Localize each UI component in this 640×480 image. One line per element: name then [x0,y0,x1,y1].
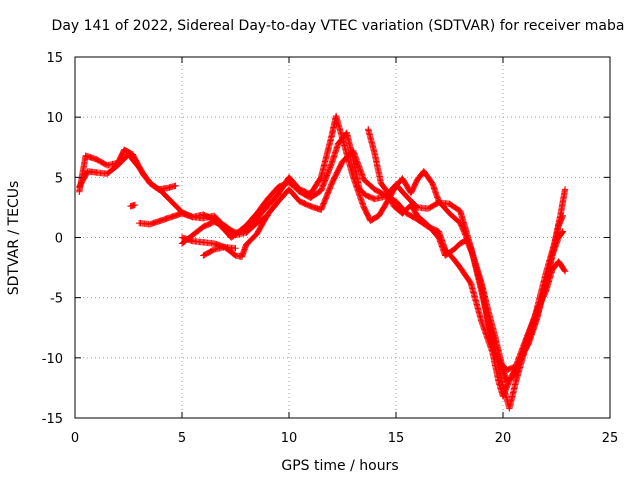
y-tick-label: -15 [42,412,63,427]
x-tick-label: 15 [388,431,405,446]
y-tick-label: 10 [46,111,63,126]
data-mark-track-6 [200,243,239,259]
data-layer [76,112,569,412]
x-axis-title: GPS time / hours [281,458,398,474]
series-track-7 [365,126,569,374]
y-tick-label: -5 [50,292,63,307]
data-mark-track-7 [365,126,569,374]
y-tick-label: 15 [46,51,63,66]
data-mark-track-5 [178,212,271,247]
y-tick-label: 5 [55,171,63,186]
x-tick-label: 10 [281,431,298,446]
chart-title: Day 141 of 2022, Sidereal Day-to-day VTE… [52,18,625,34]
x-tick-label: 20 [495,431,512,446]
x-tick-label: 0 [71,431,79,446]
y-tick-label: -10 [42,352,63,367]
y-tick-label: 0 [55,232,63,247]
series-track-6 [200,243,239,259]
x-tick-label: 25 [602,431,619,446]
data-mark-track-8 [127,201,139,210]
y-axis-title: SDTVAR / TECUs [6,181,22,296]
axis-layer: 0 5 10 15 20 25 -15 -10 -5 0 5 10 15 [42,51,619,446]
x-tick-label: 5 [178,431,186,446]
series-track-8 [127,201,139,210]
series-track-5 [178,212,271,247]
